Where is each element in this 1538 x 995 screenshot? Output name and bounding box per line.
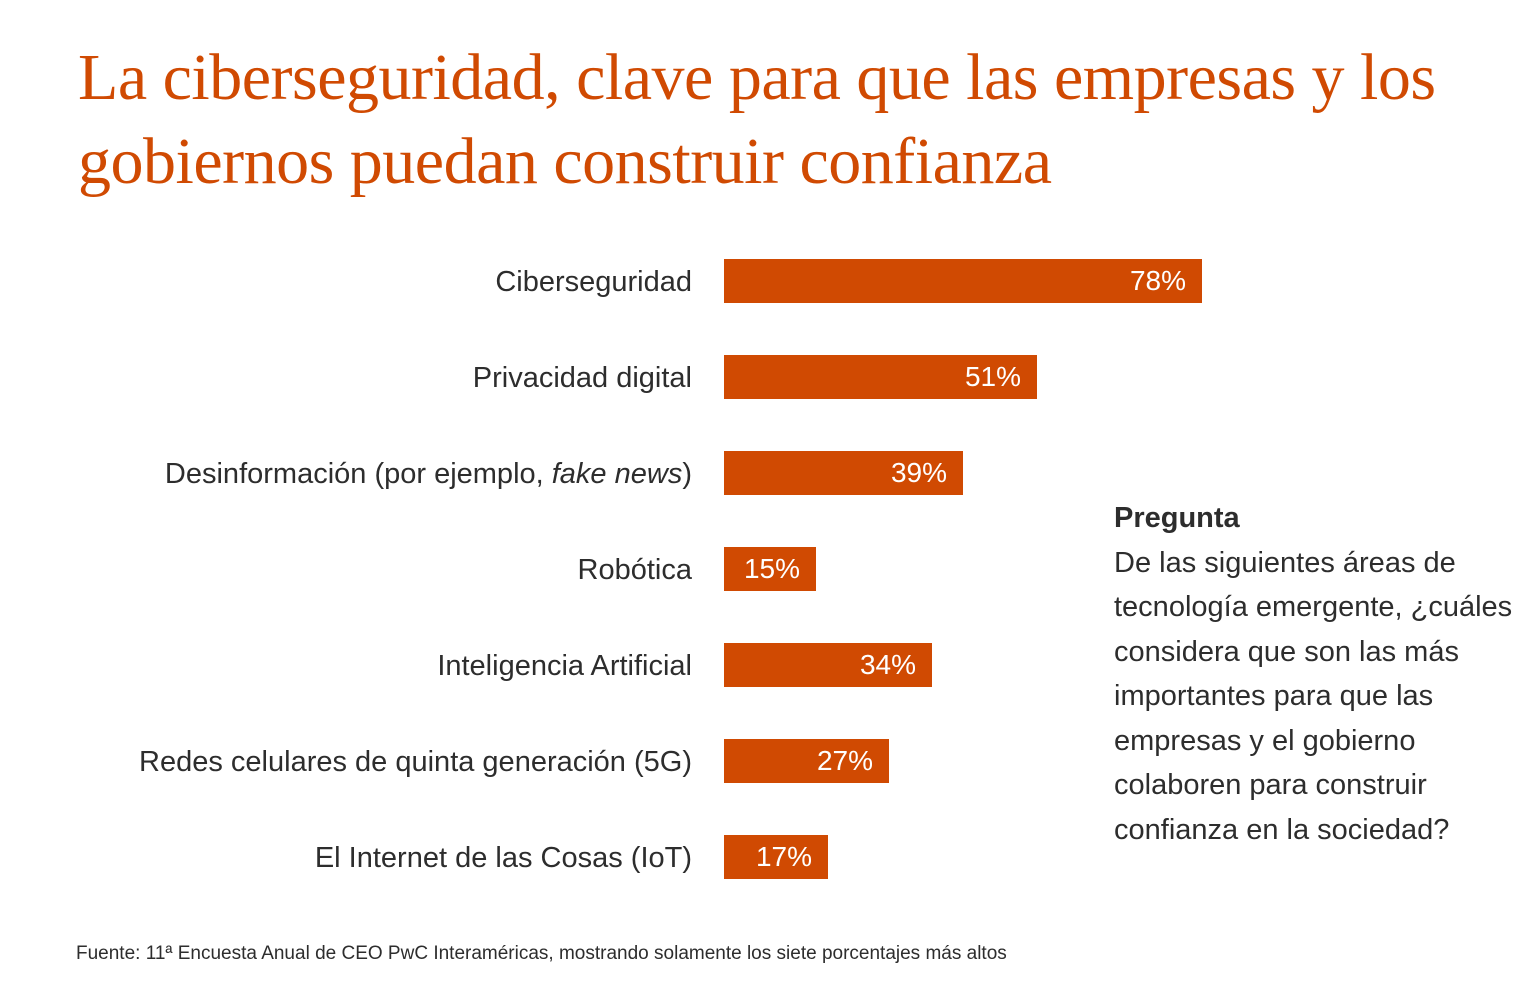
- bar-value-label: 39%: [890, 457, 947, 488]
- bar-value-label: 15%: [743, 553, 800, 584]
- chart-title: La ciberseguridad, clave para que las em…: [78, 41, 1436, 198]
- bar: 17%: [724, 835, 828, 879]
- category-label: Privacidad digital: [472, 362, 692, 394]
- bar: 39%: [724, 451, 963, 495]
- bar-value-label: 34%: [859, 649, 916, 680]
- bar: 78%: [724, 259, 1202, 303]
- bar-value-label: 51%: [964, 361, 1021, 392]
- bar: 15%: [724, 547, 816, 591]
- bar: 51%: [724, 355, 1037, 399]
- bar-value-label: 27%: [816, 745, 873, 776]
- category-label: Ciberseguridad: [495, 266, 692, 298]
- question-text: De las siguientes áreas de tecnología em…: [1114, 546, 1513, 846]
- bar: 27%: [724, 739, 889, 783]
- bar: 34%: [724, 643, 932, 687]
- bar-value-label: 17%: [755, 841, 812, 872]
- category-label: Desinformación (por ejemplo, fake news): [164, 458, 692, 490]
- category-label: El Internet de las Cosas (IoT): [314, 842, 692, 874]
- question-box: Pregunta De las siguientes áreas de tecn…: [1114, 496, 1514, 852]
- question-heading: Pregunta: [1114, 502, 1240, 534]
- category-label: Robótica: [577, 554, 692, 586]
- category-label: Redes celulares de quinta generación (5G…: [139, 746, 692, 778]
- source-note: Fuente: 11ª Encuesta Anual de CEO PwC In…: [76, 943, 1007, 964]
- category-label: Inteligencia Artificial: [437, 650, 692, 682]
- bar-value-label: 78%: [1129, 265, 1186, 296]
